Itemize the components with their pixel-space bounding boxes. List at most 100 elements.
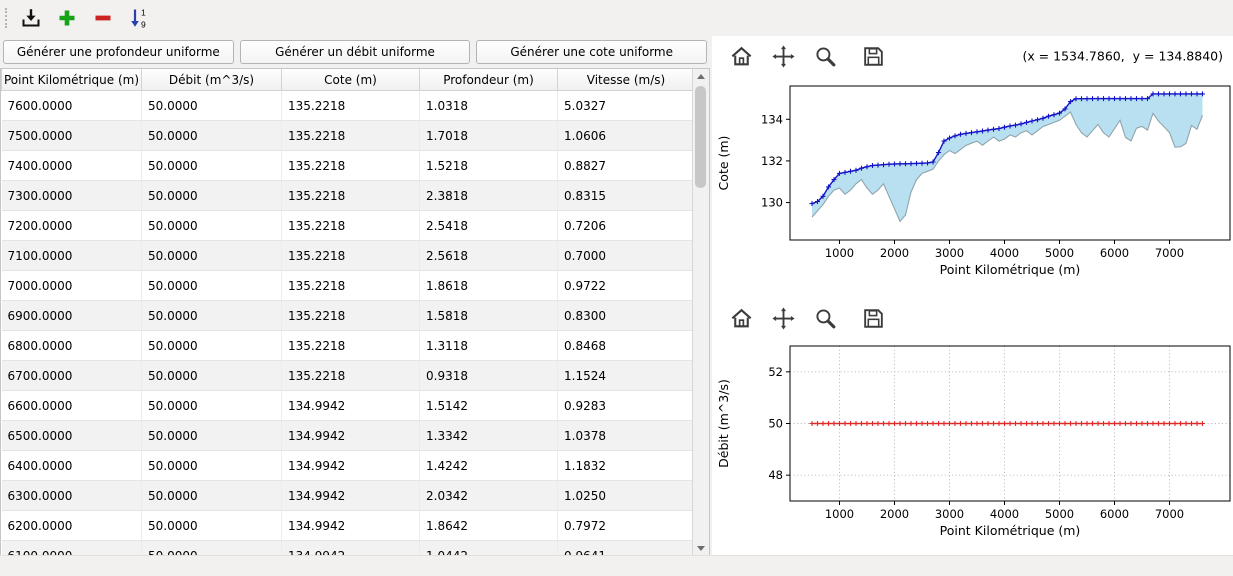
table-cell[interactable]: 135.2218: [281, 180, 420, 211]
table-cell[interactable]: 5.0327: [557, 90, 695, 121]
table-cell[interactable]: 0.8468: [557, 330, 695, 361]
table-cell[interactable]: 1.1832: [557, 450, 695, 481]
generate-uniform-depth-button[interactable]: Générer une profondeur uniforme: [3, 40, 234, 64]
table-cell[interactable]: 0.9318: [419, 360, 558, 391]
generate-uniform-level-button[interactable]: Générer une cote uniforme: [476, 40, 708, 64]
table-cell[interactable]: 50.0000: [141, 210, 282, 241]
table-cell[interactable]: 6400.0000: [1, 450, 142, 481]
table-cell[interactable]: 1.3118: [419, 330, 558, 361]
table-cell[interactable]: 134.9942: [281, 540, 420, 556]
table-row[interactable]: 7000.0000 50.0000 135.2218 1.8618 0.9722: [1, 270, 695, 301]
table-row[interactable]: 6400.0000 50.0000 134.9942 1.4242 1.1832: [1, 450, 695, 481]
table-cell[interactable]: 135.2218: [281, 360, 420, 391]
table-cell[interactable]: 135.2218: [281, 150, 420, 181]
column-header[interactable]: Débit (m^3/s): [141, 69, 282, 91]
table-row[interactable]: 6900.0000 50.0000 135.2218 1.5818 0.8300: [1, 300, 695, 331]
table-cell[interactable]: 0.8300: [557, 300, 695, 331]
table-cell[interactable]: 7000.0000: [1, 270, 142, 301]
table-cell[interactable]: 0.7000: [557, 240, 695, 271]
table-cell[interactable]: 1.5142: [419, 390, 558, 421]
table-cell[interactable]: 1.8618: [419, 270, 558, 301]
export-results-button[interactable]: [17, 4, 45, 32]
column-header[interactable]: Point Kilométrique (m): [1, 69, 142, 91]
table-cell[interactable]: 6800.0000: [1, 330, 142, 361]
table-cell[interactable]: 135.2218: [281, 210, 420, 241]
plot1-save-button[interactable]: [858, 41, 888, 71]
table-cell[interactable]: 50.0000: [141, 90, 282, 121]
table-cell[interactable]: 1.0250: [557, 480, 695, 511]
table-cell[interactable]: 7500.0000: [1, 120, 142, 151]
table-cell[interactable]: 50.0000: [141, 480, 282, 511]
table-row[interactable]: 6700.0000 50.0000 135.2218 0.9318 1.1524: [1, 360, 695, 391]
table-cell[interactable]: 50.0000: [141, 420, 282, 451]
table-cell[interactable]: 2.3818: [419, 180, 558, 211]
table-cell[interactable]: 135.2218: [281, 330, 420, 361]
table-cell[interactable]: 6700.0000: [1, 360, 142, 391]
toolbar-drag-handle[interactable]: [5, 8, 7, 28]
table-row[interactable]: 7500.0000 50.0000 135.2218 1.7018 1.0606: [1, 120, 695, 151]
table-cell[interactable]: 134.9942: [281, 420, 420, 451]
table-cell[interactable]: 7200.0000: [1, 210, 142, 241]
table-cell[interactable]: 6900.0000: [1, 300, 142, 331]
scrollbar-up-arrow[interactable]: [693, 69, 709, 84]
table-cell[interactable]: 135.2218: [281, 270, 420, 301]
column-header[interactable]: Cote (m): [281, 69, 420, 91]
table-cell[interactable]: 0.9283: [557, 390, 695, 421]
table-cell[interactable]: 135.2218: [281, 300, 420, 331]
table-cell[interactable]: 1.4242: [419, 450, 558, 481]
table-cell[interactable]: 134.9942: [281, 480, 420, 511]
generate-uniform-flow-button[interactable]: Générer un débit uniforme: [239, 40, 471, 64]
table-cell[interactable]: 134.9942: [281, 390, 420, 421]
plot1-home-button[interactable]: [726, 41, 756, 71]
table-cell[interactable]: 7300.0000: [1, 180, 142, 211]
table-row[interactable]: 7600.0000 50.0000 135.2218 1.0318 5.0327: [1, 90, 695, 121]
table-row[interactable]: 6300.0000 50.0000 134.9942 2.0342 1.0250: [1, 480, 695, 511]
table-cell[interactable]: 134.9942: [281, 450, 420, 481]
column-header[interactable]: Profondeur (m): [419, 69, 558, 91]
table-cell[interactable]: 1.5218: [419, 150, 558, 181]
table-cell[interactable]: 1.1524: [557, 360, 695, 391]
table-row[interactable]: 6800.0000 50.0000 135.2218 1.3118 0.8468: [1, 330, 695, 361]
column-header[interactable]: Vitesse (m/s): [557, 69, 695, 91]
plot2-pan-button[interactable]: [768, 303, 798, 333]
table-cell[interactable]: 50.0000: [141, 120, 282, 151]
table-cell[interactable]: 50.0000: [141, 150, 282, 181]
table-cell[interactable]: 6200.0000: [1, 510, 142, 541]
table-cell[interactable]: 50.0000: [141, 270, 282, 301]
table-row[interactable]: 6100.0000 50.0000 134.9942 1.0442 0.9641: [1, 540, 695, 556]
table-cell[interactable]: 2.5618: [419, 240, 558, 271]
table-row[interactable]: 7100.0000 50.0000 135.2218 2.5618 0.7000: [1, 240, 695, 271]
table-cell[interactable]: 50.0000: [141, 300, 282, 331]
sort-rows-button[interactable]: 1 9: [125, 4, 153, 32]
table-cell[interactable]: 0.7206: [557, 210, 695, 241]
table-cell[interactable]: 50.0000: [141, 540, 282, 556]
plot2-save-button[interactable]: [858, 303, 888, 333]
table-cell[interactable]: 0.8315: [557, 180, 695, 211]
table-row[interactable]: 7200.0000 50.0000 135.2218 2.5418 0.7206: [1, 210, 695, 241]
table-cell[interactable]: 50.0000: [141, 450, 282, 481]
table-scrollbar[interactable]: [692, 69, 709, 556]
cote-chart[interactable]: 1000 2000 3000 4000 5000 6000 7000 130 132 134 Poi…: [712, 76, 1233, 298]
table-row[interactable]: 6500.0000 50.0000 134.9942 1.3342 1.0378: [1, 420, 695, 451]
table-cell[interactable]: 1.8642: [419, 510, 558, 541]
plot2-zoom-button[interactable]: [810, 303, 840, 333]
table-cell[interactable]: 50.0000: [141, 330, 282, 361]
remove-row-button[interactable]: [89, 4, 117, 32]
scrollbar-thumb[interactable]: [695, 86, 706, 188]
table-cell[interactable]: 2.5418: [419, 210, 558, 241]
table-cell[interactable]: 7100.0000: [1, 240, 142, 271]
table-cell[interactable]: 6300.0000: [1, 480, 142, 511]
table-cell[interactable]: 1.0378: [557, 420, 695, 451]
table-row[interactable]: 7300.0000 50.0000 135.2218 2.3818 0.8315: [1, 180, 695, 211]
table-cell[interactable]: 6600.0000: [1, 390, 142, 421]
table-cell[interactable]: 1.7018: [419, 120, 558, 151]
table-cell[interactable]: 50.0000: [141, 510, 282, 541]
table-cell[interactable]: 1.5818: [419, 300, 558, 331]
table-cell[interactable]: 50.0000: [141, 180, 282, 211]
scrollbar-down-arrow[interactable]: [693, 541, 709, 556]
table-cell[interactable]: 0.8827: [557, 150, 695, 181]
table-cell[interactable]: 134.9942: [281, 510, 420, 541]
table-cell[interactable]: 50.0000: [141, 360, 282, 391]
plot2-home-button[interactable]: [726, 303, 756, 333]
table-row[interactable]: 6600.0000 50.0000 134.9942 1.5142 0.9283: [1, 390, 695, 421]
